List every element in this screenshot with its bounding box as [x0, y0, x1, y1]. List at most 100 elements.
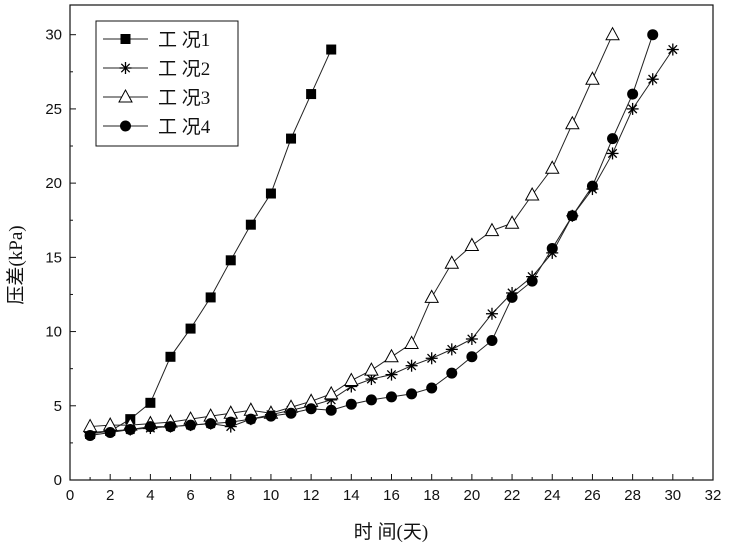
x-tick-label: 26	[584, 487, 601, 504]
legend: 工 况1 工 况2 工 况3 工 况4	[96, 21, 238, 146]
data-point	[627, 89, 638, 100]
data-point	[125, 424, 136, 435]
data-point	[186, 324, 196, 334]
data-point	[566, 117, 579, 129]
x-tick-label: 20	[464, 487, 481, 504]
x-tick-label: 22	[504, 487, 521, 504]
y-tick-label: 15	[45, 249, 62, 266]
data-point	[266, 189, 276, 199]
data-point	[246, 220, 256, 230]
data-point	[205, 418, 216, 429]
data-point	[306, 89, 316, 99]
data-point	[386, 391, 397, 402]
data-point	[465, 238, 478, 250]
data-point	[445, 256, 458, 268]
data-point	[206, 292, 216, 302]
data-point	[446, 343, 458, 355]
data-point	[365, 363, 378, 375]
x-tick-label: 18	[423, 487, 440, 504]
y-tick-label: 20	[45, 175, 62, 192]
data-point	[366, 394, 377, 405]
data-point	[406, 388, 417, 399]
data-point	[346, 399, 357, 410]
data-point	[386, 369, 398, 381]
legend-label: 工 况3	[158, 88, 210, 109]
data-point	[406, 360, 418, 372]
data-point	[667, 44, 679, 56]
x-axis-label: 时 间(天)	[354, 521, 428, 543]
data-point	[486, 308, 498, 320]
legend-marker	[121, 34, 131, 44]
x-tick-label: 12	[303, 487, 320, 504]
x-tick-label: 8	[227, 487, 235, 504]
data-point	[527, 276, 538, 287]
data-point	[345, 374, 358, 386]
data-point	[326, 45, 336, 55]
data-point	[385, 350, 398, 362]
x-tick-label: 30	[664, 487, 681, 504]
x-tick-label: 24	[544, 487, 561, 504]
y-tick-label: 30	[45, 27, 62, 44]
data-point	[466, 333, 478, 345]
x-tick-label: 2	[106, 487, 114, 504]
data-point	[405, 336, 418, 348]
data-point	[606, 28, 619, 40]
data-point	[607, 133, 618, 144]
data-point	[265, 411, 276, 422]
data-point	[306, 403, 317, 414]
data-point	[326, 405, 337, 416]
x-tick-label: 4	[146, 487, 154, 504]
data-point	[85, 430, 96, 441]
data-point	[105, 427, 116, 438]
data-point	[647, 73, 659, 85]
data-point	[426, 352, 438, 364]
y-axis-label: 压差(kPa)	[5, 225, 27, 304]
data-point	[647, 29, 658, 40]
legend-marker	[120, 121, 131, 132]
data-point	[225, 417, 236, 428]
legend-label: 工 况1	[158, 30, 210, 51]
legend-label: 工 况4	[158, 117, 211, 138]
y-tick-label: 10	[45, 324, 62, 341]
x-tick-label: 14	[343, 487, 360, 504]
data-point	[567, 210, 578, 221]
data-point	[506, 216, 519, 228]
data-point	[145, 421, 156, 432]
x-axis: 02468101214161820222426283032	[66, 474, 722, 504]
data-point	[507, 292, 518, 303]
data-point	[425, 290, 438, 302]
x-tick-label: 16	[383, 487, 400, 504]
x-tick-label: 32	[705, 487, 722, 504]
data-point	[546, 161, 559, 173]
data-point	[286, 408, 297, 419]
data-point	[627, 103, 639, 115]
x-tick-label: 10	[263, 487, 280, 504]
data-point	[466, 351, 477, 362]
data-point	[547, 243, 558, 254]
data-point	[226, 255, 236, 265]
x-tick-label: 0	[66, 487, 74, 504]
legend-label: 工 况2	[158, 59, 210, 80]
data-point	[587, 181, 598, 192]
data-point	[244, 403, 257, 415]
legend-marker	[120, 62, 132, 74]
data-point	[245, 414, 256, 425]
x-tick-label: 6	[186, 487, 194, 504]
y-tick-label: 5	[54, 398, 62, 415]
data-point	[286, 134, 296, 144]
data-point	[165, 421, 176, 432]
y-tick-label: 25	[45, 101, 62, 118]
data-point	[84, 420, 97, 432]
y-tick-label: 0	[54, 472, 62, 489]
y-axis: 0 5 10 15 20 25 30	[45, 27, 76, 489]
data-point	[446, 368, 457, 379]
data-point	[165, 352, 175, 362]
data-point	[485, 224, 498, 236]
data-point	[486, 335, 497, 346]
data-point	[325, 387, 338, 399]
data-point	[145, 398, 155, 408]
data-point	[526, 188, 539, 200]
data-point	[426, 382, 437, 393]
data-point	[185, 420, 196, 431]
